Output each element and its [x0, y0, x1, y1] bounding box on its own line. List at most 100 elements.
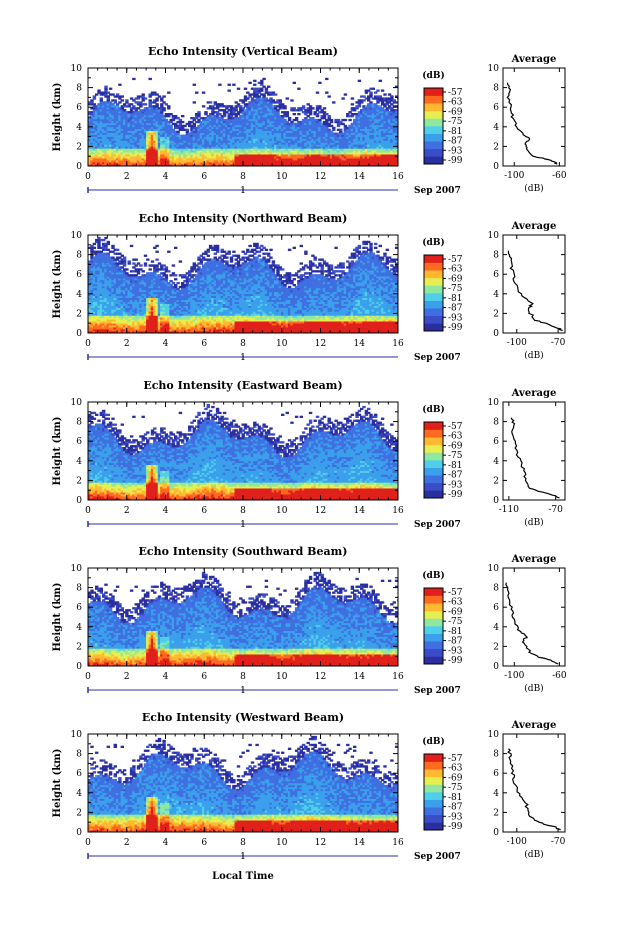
- y-tick-label: 2: [76, 142, 82, 152]
- x-tick-label: 16: [392, 506, 404, 516]
- colorbar-swatch: [424, 422, 443, 430]
- x-tick-label: 2: [124, 339, 130, 349]
- x-tick-label: 8: [240, 838, 246, 848]
- colorbar-swatch: [424, 444, 443, 453]
- avg-y-tick-label: 6: [493, 437, 499, 447]
- colorbar-tick-label: -75: [448, 117, 463, 127]
- x-tick-label: 8: [240, 339, 246, 349]
- colorbar-unit: (dB): [422, 404, 444, 415]
- colorbar-tick-label: -63: [448, 764, 463, 774]
- avg-x-tick-label: -100: [504, 171, 524, 181]
- x-tick-label: 6: [201, 838, 207, 848]
- colorbar-tick-label: -87: [448, 471, 463, 481]
- x-tick-label: 10: [276, 339, 288, 349]
- avg-x-tick-label: -100: [507, 338, 527, 348]
- x-tick-label: 8: [240, 172, 246, 182]
- x-tick-label: 4: [163, 339, 169, 349]
- avg-y-tick-label: 2: [493, 309, 499, 319]
- y-tick-label: 2: [76, 476, 82, 486]
- avg-x-tick-label: -70: [548, 505, 563, 515]
- x-axis-label: Local Time: [212, 871, 274, 882]
- x-tick-label: 4: [163, 672, 169, 682]
- avg-y-tick-label: 6: [493, 603, 499, 613]
- colorbar-unit: (dB): [422, 237, 444, 248]
- colorbar-swatch: [424, 467, 443, 476]
- avg-y-tick-label: 4: [493, 290, 499, 300]
- colorbar-swatch: [424, 141, 443, 150]
- x-tick-label: 2: [124, 672, 130, 682]
- x-tick-label: 12: [315, 172, 326, 182]
- x-tick-label: 16: [392, 672, 404, 682]
- y-tick-label: 4: [76, 457, 82, 467]
- y-axis-label: Height (km): [52, 583, 63, 652]
- colorbar-swatch: [424, 610, 443, 619]
- x-tick-label: 12: [315, 339, 326, 349]
- colorbar-tick-label: -57: [448, 422, 463, 432]
- colorbar-swatch: [424, 285, 443, 294]
- date-label: Sep 2007: [414, 852, 461, 862]
- colorbar-swatch: [424, 776, 443, 785]
- avg-x-tick-label: -100: [507, 837, 527, 847]
- colorbar-tick-label: -99: [448, 822, 463, 832]
- y-tick-label: 4: [76, 623, 82, 633]
- colorbar-swatch: [424, 262, 443, 271]
- avg-y-tick-label: 10: [488, 398, 500, 408]
- colorbar-swatch: [424, 255, 443, 263]
- avg-y-tick-label: 4: [493, 123, 499, 133]
- average-profile-line: [507, 748, 561, 831]
- date-marker: 1: [240, 686, 246, 696]
- colorbar-swatch: [424, 156, 443, 165]
- colorbar-swatch: [424, 482, 443, 491]
- avg-x-tick-label: -60: [552, 171, 567, 181]
- colorbar-swatch: [424, 641, 443, 650]
- x-tick-label: 0: [85, 838, 91, 848]
- x-tick-label: 12: [315, 672, 326, 682]
- colorbar-swatch: [424, 475, 443, 484]
- panel-1: Echo Intensity (Vertical Beam)0 2 4 6 8 10 12 1…: [52, 45, 463, 196]
- colorbar-swatch: [424, 822, 443, 831]
- panel-title: Echo Intensity (Northward Beam): [139, 212, 348, 225]
- average-frame: [502, 67, 566, 167]
- date-marker: 1: [240, 186, 246, 196]
- date-label: Sep 2007: [414, 186, 461, 196]
- avg-y-tick-label: 0: [493, 828, 499, 838]
- colorbar-tick-label: -57: [448, 255, 463, 265]
- colorbar-swatch: [424, 588, 443, 596]
- y-axis-label: Height (km): [52, 250, 63, 319]
- average-profile-line: [507, 250, 563, 332]
- date-marker: 1: [240, 852, 246, 862]
- colorbar-swatch: [424, 656, 443, 665]
- avg-y-tick-label: 4: [493, 789, 499, 799]
- date-label: Sep 2007: [414, 520, 461, 530]
- y-tick-label: 6: [76, 437, 82, 447]
- colorbar-tick-label: -99: [448, 156, 463, 166]
- date-label: Sep 2007: [414, 353, 461, 363]
- x-tick-label: 0: [85, 172, 91, 182]
- colorbar-swatch: [424, 626, 443, 634]
- average-profile-line: [510, 417, 560, 499]
- x-tick-label: 6: [201, 506, 207, 516]
- y-tick-label: 10: [71, 398, 83, 408]
- average-panel-1: Average 0 2 4 6 8 10 -100 -60 (dB): [488, 54, 567, 194]
- y-tick-label: 4: [76, 290, 82, 300]
- colorbar-swatch: [424, 784, 443, 793]
- x-tick-label: 0: [85, 672, 91, 682]
- panel-5: Echo Intensity (Westward Beam)0 2 4 6 8 10 12 1…: [52, 711, 463, 862]
- x-tick-label: 10: [276, 672, 288, 682]
- avg-y-tick-label: 2: [493, 808, 499, 818]
- x-tick-label: 14: [354, 838, 366, 848]
- y-tick-label: 4: [76, 789, 82, 799]
- y-tick-label: 8: [76, 418, 82, 428]
- y-tick-label: 8: [76, 584, 82, 594]
- colorbar-swatch: [424, 490, 443, 499]
- colorbar-tick-label: -81: [448, 127, 463, 137]
- x-tick-label: 4: [163, 506, 169, 516]
- colorbar-frame: [423, 587, 444, 665]
- x-tick-label: 2: [124, 172, 130, 182]
- colorbar-tick-label: -81: [448, 461, 463, 471]
- y-tick-label: 6: [76, 103, 82, 113]
- colorbar-tick-label: -63: [448, 598, 463, 608]
- colorbar-swatch: [424, 814, 443, 823]
- panel-title: Echo Intensity (Vertical Beam): [148, 45, 338, 58]
- x-tick-label: 6: [201, 672, 207, 682]
